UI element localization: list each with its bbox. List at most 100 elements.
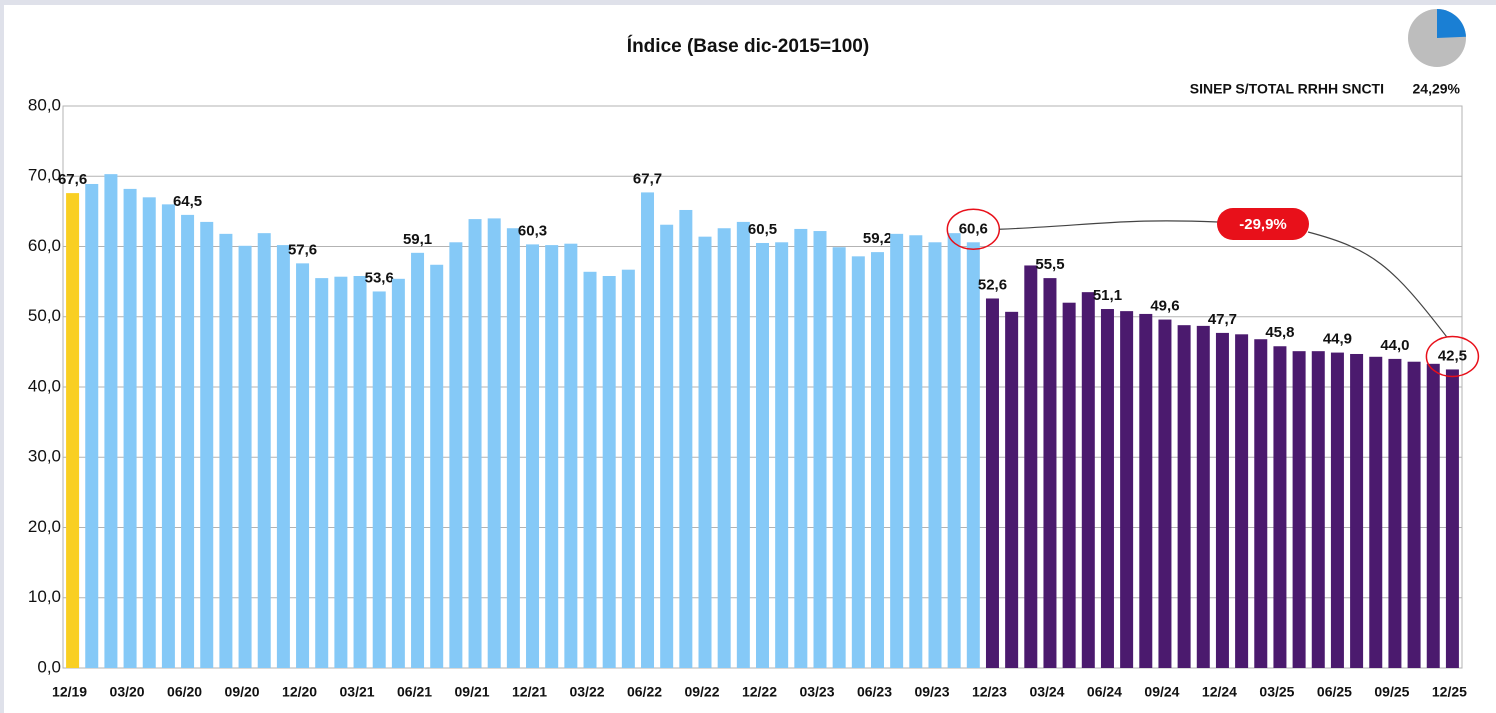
bar [660, 224, 674, 668]
x-tick-label: 06/24 [1087, 684, 1122, 700]
bar [85, 183, 99, 669]
x-tick-label: 06/23 [857, 684, 892, 700]
connector [1307, 231, 1447, 337]
x-tick-label: 09/21 [455, 684, 490, 700]
y-tick-label: 70,0 [28, 166, 61, 185]
x-tick-label: 09/24 [1144, 684, 1179, 700]
y-tick-label: 0,0 [37, 657, 61, 676]
bar [545, 245, 559, 668]
bar [1005, 311, 1019, 668]
bar [238, 245, 252, 669]
bar [468, 219, 482, 669]
x-tick-label: 09/23 [914, 684, 949, 700]
bar [698, 236, 712, 669]
value-label: 51,1 [1093, 287, 1122, 304]
value-label: 52,6 [978, 276, 1007, 293]
change-label: -29,9% [1239, 216, 1287, 233]
bar [1235, 334, 1249, 668]
bar [315, 278, 329, 668]
bar [641, 192, 655, 668]
bar [526, 244, 540, 668]
bar [1158, 319, 1172, 668]
bar [449, 242, 463, 668]
bar [717, 228, 731, 669]
bar [66, 193, 80, 669]
bar [583, 271, 597, 668]
bar [621, 269, 635, 668]
x-tick-label: 03/25 [1259, 684, 1294, 700]
bar [890, 233, 904, 669]
share-value: 24,29% [1413, 81, 1461, 97]
x-tick-label: 03/21 [340, 684, 375, 700]
value-label: 44,9 [1323, 331, 1352, 348]
bar [1043, 278, 1057, 668]
bar [123, 188, 137, 668]
x-tick-label: 03/20 [110, 684, 145, 700]
left-strip [0, 0, 4, 713]
y-tick-label: 10,0 [28, 587, 61, 606]
bar [1426, 363, 1440, 668]
x-tick-label: 12/19 [52, 684, 87, 700]
bar [1139, 313, 1153, 668]
bar [296, 263, 310, 668]
y-tick-label: 80,0 [28, 95, 61, 114]
bar [1254, 339, 1268, 668]
bar [104, 174, 118, 668]
x-tick-label: 03/23 [799, 684, 834, 700]
bar [1120, 311, 1134, 668]
x-tick-label: 12/25 [1432, 684, 1467, 700]
bar [353, 276, 367, 668]
bar [813, 231, 827, 669]
x-tick-label: 06/22 [627, 684, 662, 700]
bar [487, 218, 501, 668]
x-tick-label: 06/20 [167, 684, 202, 700]
value-label: 60,5 [748, 221, 777, 238]
value-label: 44,0 [1380, 337, 1409, 354]
bar [909, 235, 923, 668]
bar [1024, 265, 1038, 668]
bar [966, 242, 980, 668]
y-tick-label: 40,0 [28, 376, 61, 395]
bar [200, 221, 214, 668]
value-label: 60,6 [959, 220, 988, 237]
bar [142, 197, 156, 668]
x-tick-label: 06/25 [1317, 684, 1352, 700]
bar [832, 247, 846, 668]
bar [430, 264, 444, 668]
bar [391, 278, 405, 668]
highlight-circle [1425, 335, 1480, 378]
bar [1330, 352, 1344, 668]
y-tick-label: 20,0 [28, 517, 61, 536]
value-label: 59,1 [403, 231, 432, 248]
value-label: 42,5 [1438, 347, 1467, 364]
value-label: 60,3 [518, 222, 547, 239]
bar [947, 233, 961, 668]
value-label: 49,6 [1150, 298, 1179, 315]
share-name: SINEP S/TOTAL RRHH SNCTI [1190, 81, 1384, 97]
bar [1215, 332, 1229, 668]
x-tick-label: 12/20 [282, 684, 317, 700]
bar [736, 221, 750, 668]
bar [564, 243, 578, 668]
value-label: 67,7 [633, 170, 662, 187]
value-label: 64,5 [173, 193, 202, 210]
bar [1445, 369, 1459, 668]
x-tick-label: 12/24 [1202, 684, 1237, 700]
bar [1062, 302, 1076, 668]
value-label: 67,6 [58, 171, 87, 188]
x-tick-label: 09/22 [684, 684, 719, 700]
value-label: 55,5 [1035, 256, 1064, 273]
bar [794, 228, 808, 668]
bar [219, 233, 233, 669]
bar [602, 276, 616, 668]
value-label: 59,2 [863, 230, 892, 247]
x-tick-label: 12/22 [742, 684, 777, 700]
bar [985, 298, 999, 668]
value-label: 57,6 [288, 241, 317, 258]
bar [851, 256, 865, 668]
bar [1081, 292, 1095, 668]
bar [679, 209, 693, 668]
value-label: 47,7 [1208, 311, 1237, 328]
